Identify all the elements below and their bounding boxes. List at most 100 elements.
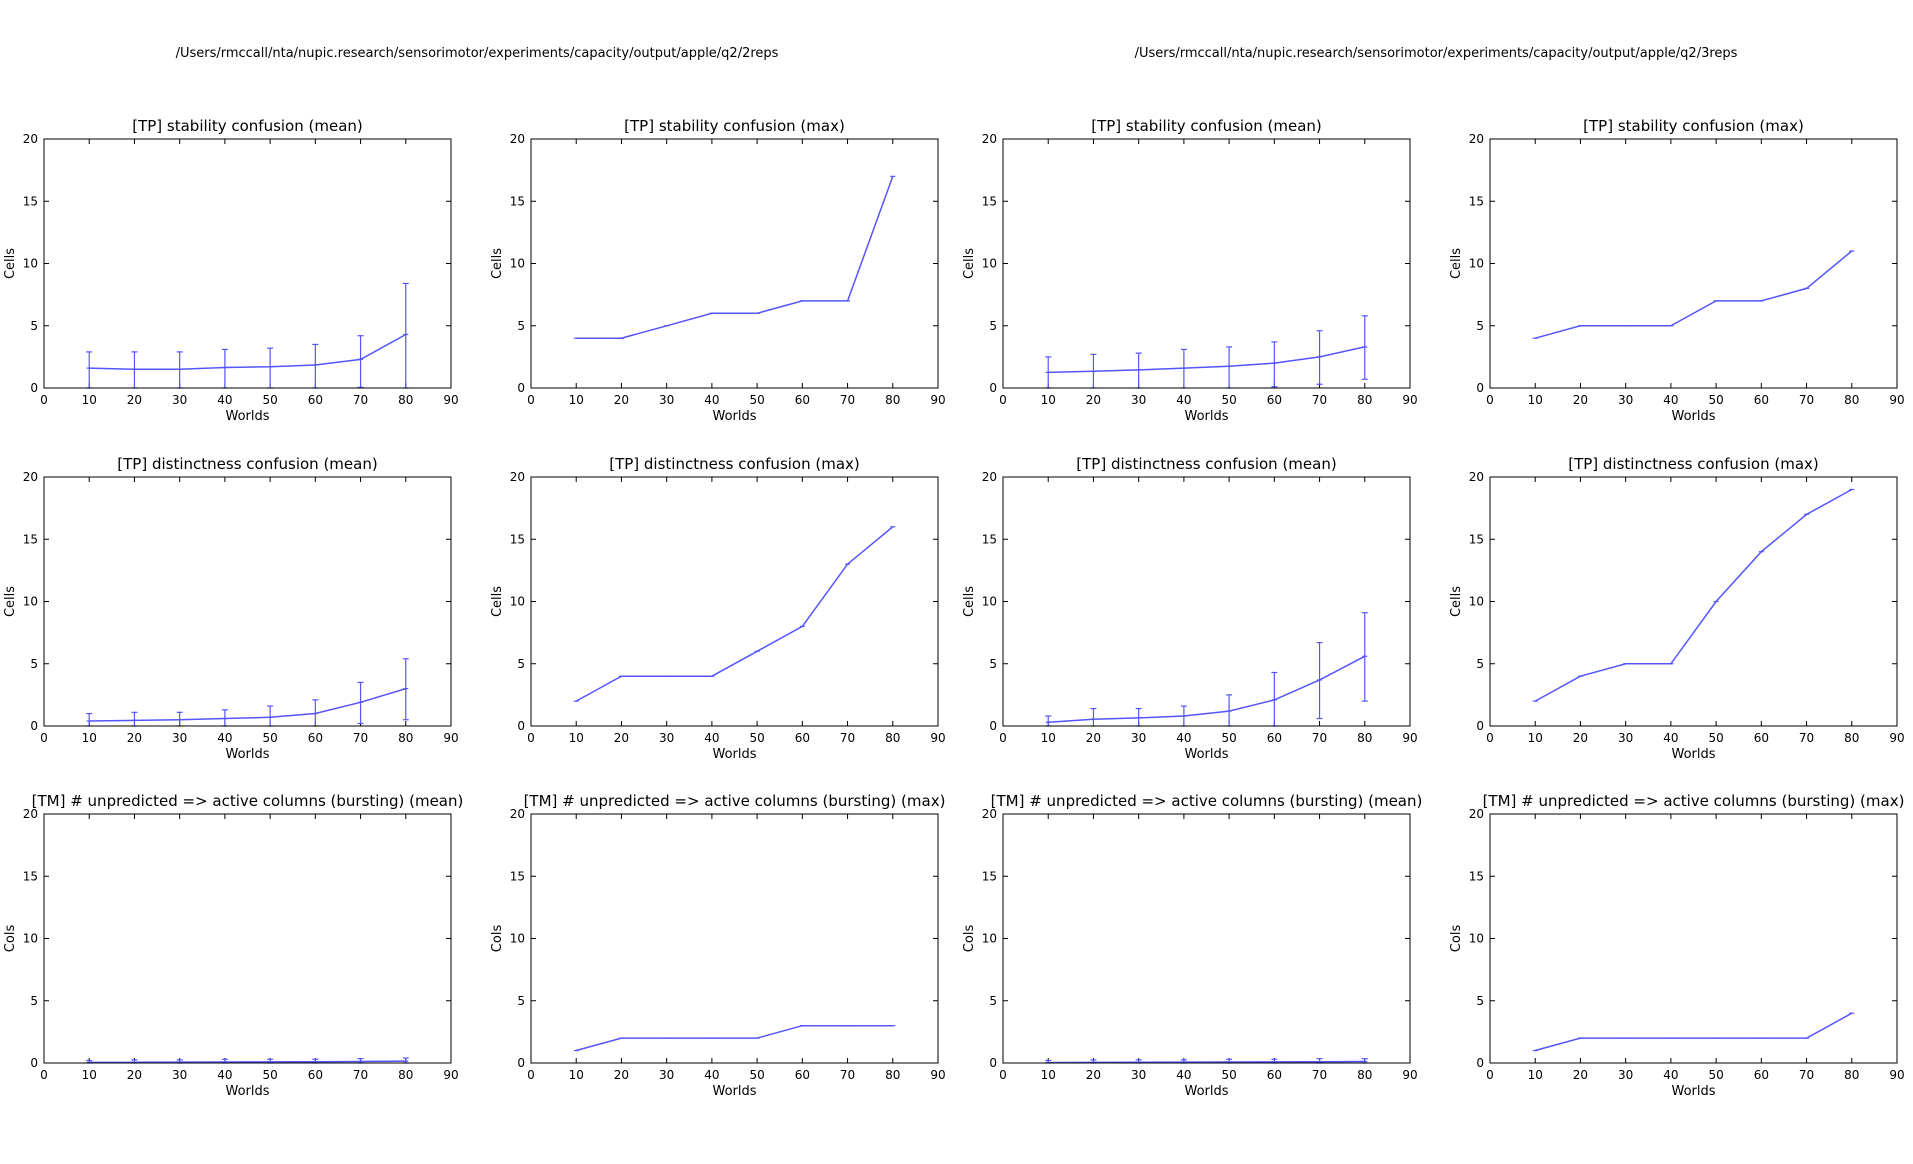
plot-frame <box>1002 138 1411 389</box>
x-tick-label: 50 <box>262 393 277 407</box>
x-tick-label: 80 <box>1844 731 1859 745</box>
x-tick-label: 70 <box>353 1068 368 1082</box>
y-tick-label: 15 <box>510 194 525 208</box>
y-axis-label: Cells <box>962 586 977 617</box>
x-tick-label: 20 <box>127 393 142 407</box>
x-tick-label: 50 <box>1708 1068 1723 1082</box>
x-tick-label: 0 <box>999 731 1007 745</box>
x-tick-label: 60 <box>1267 1068 1282 1082</box>
y-axis-label: Cols <box>3 925 18 953</box>
x-tick-label: 70 <box>1312 731 1327 745</box>
y-tick-label: 0 <box>1476 1056 1484 1070</box>
y-tick-label: 5 <box>1476 994 1484 1008</box>
x-tick-label: 20 <box>1086 1068 1101 1082</box>
y-tick-label: 10 <box>510 257 525 271</box>
subplot-5: [TP] distinctness confusion (mean) 0 10 20 3… <box>3 455 459 762</box>
x-axis-label: Worlds <box>225 747 269 762</box>
x-tick-label: 40 <box>704 393 719 407</box>
chart-title: [TP] distinctness confusion (max) <box>1568 455 1819 473</box>
plot-frame <box>1489 813 1898 1064</box>
chart-title: [TM] # unpredicted => active columns (bu… <box>1483 792 1905 810</box>
subplot-3: [TP] stability confusion (mean) 0 10 20 30 40… <box>962 117 1418 424</box>
y-tick-label: 10 <box>982 257 997 271</box>
y-tick-label: 10 <box>1469 257 1484 271</box>
chart-title: [TM] # unpredicted => active columns (bu… <box>524 792 946 810</box>
y-tick-label: 0 <box>1476 381 1484 395</box>
x-tick-label: 10 <box>1041 731 1056 745</box>
x-tick-label: 20 <box>1086 731 1101 745</box>
x-tick-label: 80 <box>885 1068 900 1082</box>
x-tick-label: 20 <box>1573 1068 1588 1082</box>
x-axis-label: Worlds <box>712 1084 756 1099</box>
x-axis-label: Worlds <box>1184 409 1228 424</box>
subplot-4: [TP] stability confusion (max) 0 10 20 30 40 5… <box>1449 117 1905 424</box>
x-tick-label: 40 <box>1663 1068 1678 1082</box>
x-tick-label: 30 <box>659 1068 674 1082</box>
x-tick-label: 10 <box>569 731 584 745</box>
y-tick-label: 10 <box>23 595 38 609</box>
x-tick-label: 80 <box>885 731 900 745</box>
x-tick-label: 20 <box>1086 393 1101 407</box>
x-tick-label: 60 <box>795 393 810 407</box>
y-tick-label: 10 <box>510 932 525 946</box>
x-tick-label: 80 <box>398 1068 413 1082</box>
x-tick-label: 40 <box>217 1068 232 1082</box>
series-line <box>89 333 407 371</box>
x-tick-label: 10 <box>1041 393 1056 407</box>
y-tick-label: 5 <box>517 994 525 1008</box>
x-tick-label: 0 <box>1486 1068 1494 1082</box>
y-tick-label: 15 <box>1469 532 1484 546</box>
x-tick-label: 60 <box>1267 393 1282 407</box>
x-tick-label: 90 <box>930 1068 945 1082</box>
y-tick-label: 15 <box>982 194 997 208</box>
series-line <box>576 1024 893 1052</box>
y-tick-label: 20 <box>23 807 38 821</box>
x-tick-label: 10 <box>82 1068 97 1082</box>
x-tick-label: 60 <box>1754 393 1769 407</box>
x-axis-label: Worlds <box>225 1084 269 1099</box>
plot-frame <box>530 138 939 389</box>
x-tick-label: 0 <box>527 731 535 745</box>
x-tick-label: 10 <box>569 1068 584 1082</box>
y-tick-label: 5 <box>989 657 997 671</box>
x-tick-label: 80 <box>1357 731 1372 745</box>
y-tick-label: 5 <box>1476 319 1484 333</box>
x-tick-label: 0 <box>40 731 48 745</box>
x-tick-label: 10 <box>569 393 584 407</box>
x-tick-label: 70 <box>353 393 368 407</box>
x-tick-label: 30 <box>1131 731 1146 745</box>
x-tick-label: 30 <box>1131 393 1146 407</box>
y-tick-label: 5 <box>989 319 997 333</box>
plot-frame <box>1002 476 1411 727</box>
x-tick-label: 50 <box>749 1068 764 1082</box>
x-tick-label: 60 <box>308 1068 323 1082</box>
x-tick-label: 80 <box>398 393 413 407</box>
x-tick-label: 70 <box>1799 1068 1814 1082</box>
y-tick-label: 5 <box>1476 657 1484 671</box>
y-tick-label: 0 <box>1476 719 1484 733</box>
y-tick-label: 20 <box>982 807 997 821</box>
x-tick-label: 0 <box>1486 393 1494 407</box>
x-tick-label: 90 <box>930 731 945 745</box>
y-tick-label: 5 <box>517 319 525 333</box>
series-line <box>89 1060 406 1064</box>
x-tick-label: 30 <box>659 731 674 745</box>
x-tick-label: 80 <box>1357 1068 1372 1082</box>
x-axis-label: Worlds <box>1671 1084 1715 1099</box>
y-tick-label: 20 <box>1469 132 1484 146</box>
x-tick-label: 90 <box>1402 1068 1417 1082</box>
chart-title: [TP] stability confusion (mean) <box>132 117 363 135</box>
subplot-9: [TM] # unpredicted => active columns (bu… <box>3 792 463 1099</box>
x-tick-label: 0 <box>527 393 535 407</box>
subplot-8: [TP] distinctness confusion (max) 0 10 20 30… <box>1449 455 1905 762</box>
x-tick-label: 0 <box>999 1068 1007 1082</box>
y-tick-label: 5 <box>30 657 38 671</box>
x-tick-label: 40 <box>704 731 719 745</box>
x-tick-label: 40 <box>1663 393 1678 407</box>
x-tick-label: 10 <box>1041 1068 1056 1082</box>
subplot-6: [TP] distinctness confusion (max) 0 10 20 30… <box>490 455 946 762</box>
x-tick-label: 70 <box>840 1068 855 1082</box>
series-line <box>1534 488 1853 702</box>
y-tick-label: 0 <box>517 381 525 395</box>
